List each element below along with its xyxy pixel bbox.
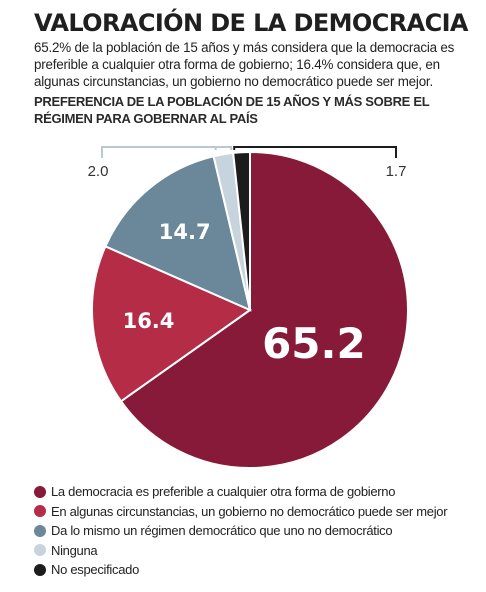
legend-swatch bbox=[34, 505, 46, 518]
legend: La democracia es preferible a cualquier … bbox=[34, 482, 484, 580]
data-label-2-0: 2.0 bbox=[88, 163, 109, 180]
callout-line-no-especificado bbox=[233, 146, 397, 158]
legend-item-ninguna: Ninguna bbox=[34, 541, 484, 561]
legend-swatch bbox=[34, 563, 46, 576]
legend-label: Da lo mismo un régimen democrático que u… bbox=[51, 523, 393, 538]
data-label-14-7: 14.7 bbox=[159, 220, 211, 244]
data-label-65-2: 65.2 bbox=[262, 319, 366, 368]
legend-label: La democracia es preferible a cualquier … bbox=[51, 484, 396, 499]
data-label-16-4: 16.4 bbox=[123, 309, 175, 333]
data-label-1-7: 1.7 bbox=[386, 163, 407, 180]
legend-item-la-democracia-es-preferible-a-cualquier-: La democracia es preferible a cualquier … bbox=[34, 482, 484, 502]
legend-swatch bbox=[34, 544, 46, 557]
legend-label: No especificado bbox=[51, 562, 139, 577]
chart-subtitle: PREFERENCIA DE LA POBLACIÓN DE 15 AÑOS Y… bbox=[34, 94, 430, 126]
chart-title: VALORACIÓN DE LA DEMOCRACIA bbox=[34, 9, 468, 37]
header: VALORACIÓN DE LA DEMOCRACIA 65.2% de la … bbox=[34, 8, 474, 127]
callout-line-ninguna bbox=[101, 146, 217, 158]
pie-slice-en-algunas-circunstancias-un-gobierno-no bbox=[91, 245, 253, 403]
pie-chart: 65.2 16.4 14.7 2.0 1.7 bbox=[88, 146, 409, 469]
legend-swatch bbox=[34, 524, 46, 537]
legend-item-no-especificado: No especificado bbox=[34, 560, 484, 580]
pie-slice-da-lo-mismo-un-regimen-democratico-que-u bbox=[104, 155, 252, 312]
chart-description: 65.2% de la población de 15 años y más c… bbox=[34, 40, 455, 89]
pie-slice-la-democracia-es-preferible-a-cualquier- bbox=[119, 150, 409, 469]
legend-label: Ninguna bbox=[51, 542, 98, 558]
legend-item-da-lo-mismo-un-regimen-democratico-que-u: Da lo mismo un régimen democrático que u… bbox=[34, 521, 484, 541]
legend-swatch bbox=[34, 485, 46, 498]
legend-label: En algunas circunstancias, un gobierno n… bbox=[51, 503, 448, 519]
callout-bracket-ninguna bbox=[215, 146, 233, 150]
legend-item-en-algunas-circunstancias-un-gobierno-no: En algunas circunstancias, un gobierno n… bbox=[34, 502, 484, 522]
pie-slice-no-especificado bbox=[232, 150, 251, 311]
